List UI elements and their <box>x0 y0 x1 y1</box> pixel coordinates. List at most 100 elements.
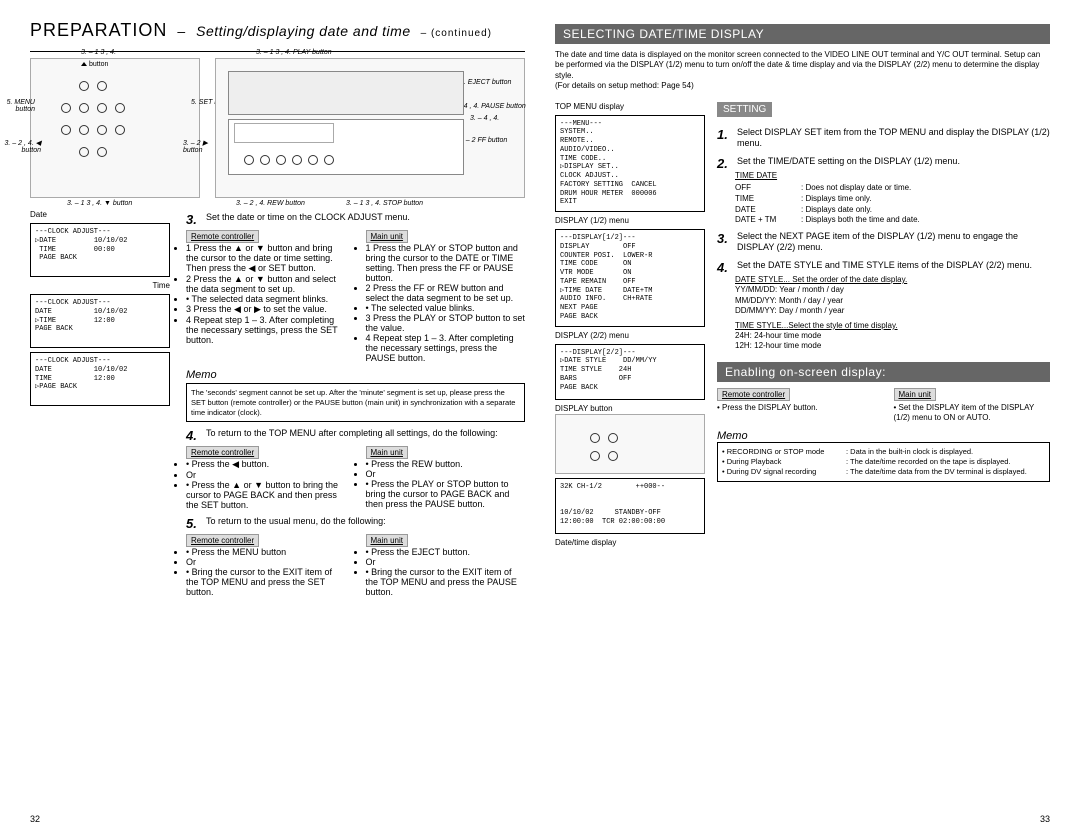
step-4-num: 4. <box>186 428 200 443</box>
datestyle-head: DATE STYLE... Set the order of the date … <box>735 275 1050 285</box>
page-title: PREPARATION – Setting/displaying date an… <box>30 20 525 41</box>
label-main-unit: Main unit <box>366 230 408 243</box>
rc4-item: Or <box>186 470 346 480</box>
unit-diagram: 3. – 1 3 , 4. PLAY button 5. EJECT butto… <box>215 58 525 198</box>
ts-def: 12H: 12-hour time mode <box>735 341 1050 351</box>
step4-cols: Remote controller • Press the ◀ button. … <box>186 446 525 510</box>
step-5: 5. To return to the usual menu, do the f… <box>186 516 525 531</box>
step5-cols: Remote controller • Press the MENU butto… <box>186 534 525 597</box>
datetime-display-text: 32K CH-1/2 ++000-- 10/10/02 STANDBY-OFF … <box>560 483 700 527</box>
rc-item: 2 Press the ▲ or ▼ button and select the… <box>186 274 346 294</box>
enable-label-mu: Main unit <box>894 388 936 401</box>
rc-item: 4 Repeat step 1 – 3. After completing th… <box>186 315 346 345</box>
remote-diagram: 3. – 1 3 , 4. button 5. MENU button 5. S… <box>30 58 200 198</box>
mu-item: 4 Repeat step 1 – 3. After completing th… <box>366 333 526 363</box>
enable-rc: Remote controller • Press the DISPLAY bu… <box>717 388 874 424</box>
rc5-item: • Press the MENU button <box>186 547 346 557</box>
enable-cols: Remote controller • Press the DISPLAY bu… <box>717 388 1050 424</box>
memo-v: : The date/time data from the DV termina… <box>846 467 1045 477</box>
osd-clock-1: ---CLOCK ADJUST--- ▷DATE 10/10/02 TIME 0… <box>30 223 170 277</box>
mu5-item: • Press the EJECT button. <box>366 547 526 557</box>
td-k: DATE + TM <box>735 215 795 225</box>
setting-label: SETTING <box>717 102 772 117</box>
ds-def: MM/DD/YY: Month / day / year <box>735 296 1050 306</box>
right-page: SELECTING DATE/TIME DISPLAY The date and… <box>555 20 1050 824</box>
title-sub: Setting/displaying date and time <box>196 23 410 39</box>
r-step-1-num: 1. <box>717 127 731 150</box>
timedate-defs: OFF: Does not display date or time. TIME… <box>735 183 1050 224</box>
r-memo-box: • RECORDING or STOP mode : Data in the bu… <box>717 442 1050 482</box>
banner-selecting: SELECTING DATE/TIME DISPLAY <box>555 24 1050 44</box>
unit-pause: 3. – 4 , 4. PAUSE button <box>450 103 530 110</box>
unit-ff: 3. – 2 FF button <box>458 137 530 144</box>
r-step-3-num: 3. <box>717 231 731 254</box>
memo-v: : Data in the built-in clock is displaye… <box>846 447 1045 457</box>
rc-left: 3. – 2 , 4. ◀ button <box>0 139 41 154</box>
enable-label-rc: Remote controller <box>717 388 790 401</box>
step3-rc-list: 1 Press the ▲ or ▼ button and bring the … <box>186 243 346 345</box>
r-step-4-num: 4. <box>717 260 731 275</box>
r-step-4: 4. Set the DATE STYLE and TIME STYLE ite… <box>717 260 1050 275</box>
r-step-1: 1. Select DISPLAY SET item from the TOP … <box>717 127 1050 150</box>
rc4-item: • Press the ▲ or ▼ button to bring the c… <box>186 480 346 510</box>
ds-def: DD/MM/YY: Day / month / year <box>735 306 1050 316</box>
mu-item: 1 Press the PLAY or STOP button and brin… <box>366 243 526 283</box>
step5-mu: Main unit • Press the EJECT button. Or •… <box>366 534 526 597</box>
memo-k: • RECORDING or STOP mode <box>722 447 842 457</box>
timedate-head: TIME DATE <box>735 171 1050 181</box>
mu4-item: • Press the REW button. <box>366 459 526 469</box>
mu4-item: • Press the PLAY or STOP button to bring… <box>366 479 526 509</box>
step4-rc-list: • Press the ◀ button. Or • Press the ▲ o… <box>186 459 346 510</box>
osd-clock-2: ---CLOCK ADJUST--- DATE 10/10/02 ▷TIME 1… <box>30 294 170 348</box>
banner-enabling: Enabling on-screen display: <box>717 362 1050 382</box>
title-main: PREPARATION <box>30 20 167 41</box>
r-memo-title: Memo <box>717 430 1050 442</box>
enable-rc-text: • Press the DISPLAY button. <box>717 403 874 413</box>
intro-ref: (For details on setup method: Page 54) <box>555 81 1050 91</box>
mu5-item: • Bring the cursor to the EXIT item of t… <box>366 567 526 597</box>
mu-item: 3 Press the PLAY or STOP button to set t… <box>366 313 526 333</box>
rc5-item: • Bring the cursor to the EXIT item of t… <box>186 567 346 597</box>
steps-column: 3. Set the date or time on the CLOCK ADJ… <box>186 206 525 814</box>
rc-item: 1 Press the ▲ or ▼ button and bring the … <box>186 243 346 274</box>
td-v: : Displays both the time and date. <box>801 215 1050 225</box>
datetime-caption: Date/time display <box>555 538 705 547</box>
memo-v: : The date/time recorded on the tape is … <box>846 457 1045 467</box>
step4-mu-list: • Press the REW button. Or • Press the P… <box>366 459 526 509</box>
step-3: 3. Set the date or time on the CLOCK ADJ… <box>186 212 525 227</box>
rc4-item: • Press the ◀ button. <box>186 459 346 470</box>
top-menu-label: TOP MENU display <box>555 102 705 111</box>
step-5-lead: To return to the usual menu, do the foll… <box>206 516 525 531</box>
memo-row: • RECORDING or STOP mode : Data in the bu… <box>722 447 1045 457</box>
step-4: 4. To return to the TOP MENU after compl… <box>186 428 525 443</box>
memo-title: Memo <box>186 369 525 381</box>
mu4-item: Or <box>366 469 526 479</box>
page-number-right: 33 <box>555 814 1050 824</box>
step-5-num: 5. <box>186 516 200 531</box>
rc-item: • The selected data segment blinks. <box>186 294 346 304</box>
osd-column: Date ---CLOCK ADJUST--- ▷DATE 10/10/02 T… <box>30 206 170 814</box>
r-step-3: 3. Select the NEXT PAGE item of the DISP… <box>717 231 1050 254</box>
disp12-osd: ---DISPLAY[1/2]--- DISPLAY OFF COUNTER P… <box>555 229 705 327</box>
osd-clock-3-text: ---CLOCK ADJUST--- DATE 10/10/02 TIME 12… <box>35 357 165 392</box>
osd-date-label: Date <box>30 210 170 219</box>
rc-item: 3 Press the ◀ or ▶ to set the value. <box>186 304 346 315</box>
step3-rc-col: Remote controller 1 Press the ▲ or ▼ but… <box>186 230 346 363</box>
disp22-osd: ---DISPLAY[2/2]--- ▷DATE STYLE DD/MM/YY … <box>555 344 705 400</box>
memo-k: • During Playback <box>722 457 842 467</box>
remote-display-diagram <box>555 414 705 474</box>
disp12-label: DISPLAY (1/2) menu <box>555 216 705 225</box>
r-step-2: 2. Set the TIME/DATE setting on the DISP… <box>717 156 1050 171</box>
step-3-num: 3. <box>186 212 200 227</box>
mu-item: 2 Press the FF or REW button and select … <box>366 283 526 303</box>
memo-k: • During DV signal recording <box>722 467 842 477</box>
right-setting-column: SETTING 1. Select DISPLAY SET item from … <box>717 98 1050 814</box>
step3-cols: Remote controller 1 Press the ▲ or ▼ but… <box>186 230 525 363</box>
label-rc-5: Remote controller <box>186 534 259 547</box>
r-step-2-text: Set the TIME/DATE setting on the DISPLAY… <box>737 156 1050 171</box>
mu-item: • The selected value blinks. <box>366 303 526 313</box>
rc-up-arrow: button <box>81 61 108 68</box>
td-k: TIME <box>735 194 795 204</box>
title-cont: – (continued) <box>421 28 492 39</box>
td-k: OFF <box>735 183 795 193</box>
